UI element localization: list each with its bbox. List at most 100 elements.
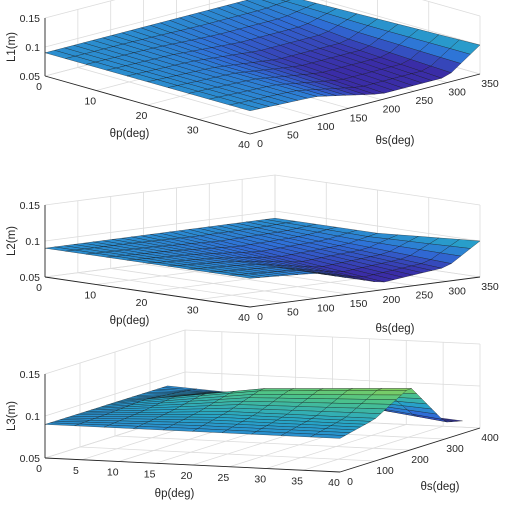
x-tick-label: 40 xyxy=(238,139,250,151)
grid-line xyxy=(44,371,481,417)
x-tick-label: 30 xyxy=(254,474,266,486)
surface-patch xyxy=(253,390,289,395)
z-tick-label: 0.05 xyxy=(20,71,41,83)
grid-line xyxy=(143,263,349,295)
surface xyxy=(44,385,463,439)
grid-line xyxy=(44,174,481,206)
y-tick-label: 300 xyxy=(448,87,466,99)
z-tick-label: 0.1 xyxy=(25,236,40,248)
y-tick-label: 0 xyxy=(257,138,263,150)
grid-line xyxy=(114,435,411,451)
surface-patch xyxy=(341,390,378,396)
surface-patch xyxy=(366,394,402,400)
chart-panel: 0.05 0.1 0.15 0 10 20 30 40 0 50 100 150 200 250 300 35… xyxy=(6,0,499,151)
x-axis-label: θp(deg) xyxy=(110,128,150,140)
y-tick-label: 150 xyxy=(350,298,368,310)
surface-patch xyxy=(188,414,224,418)
z-axis-label: L1(m) xyxy=(6,32,18,62)
x-tick-label: 0 xyxy=(36,81,42,93)
y-tick-label: 400 xyxy=(481,432,499,444)
chart-panel: 0.05 0.1 0.15 0 10 20 30 40 0 50 100 150 200 250 300 35… xyxy=(6,174,499,335)
surface-patch xyxy=(280,0,291,2)
surface xyxy=(44,0,481,111)
surface-patch xyxy=(277,394,314,399)
y-tick-label: 200 xyxy=(411,454,429,466)
y-tick-label: 150 xyxy=(350,112,368,124)
x-tick-label: 10 xyxy=(84,96,96,108)
y-tick-label: 250 xyxy=(416,95,434,107)
y-axis-line xyxy=(249,276,481,308)
axis-lines xyxy=(44,374,481,473)
surface-patch xyxy=(376,388,412,391)
surface-patch xyxy=(198,407,234,412)
surface-patch xyxy=(371,390,407,396)
y-tick-label: 100 xyxy=(317,302,335,314)
x-axis-line xyxy=(44,276,251,308)
surface-patch xyxy=(129,414,165,418)
x-tick-label: 40 xyxy=(238,312,250,324)
y-tick-label: 50 xyxy=(287,129,299,141)
x-axis-label: θp(deg) xyxy=(110,315,150,327)
surface-patch xyxy=(331,398,368,404)
y-tick-label: 100 xyxy=(376,465,394,477)
surface-patch xyxy=(158,414,194,418)
y-tick-label: 350 xyxy=(481,78,499,90)
z-tick-label: 0.05 xyxy=(20,272,41,284)
x-tick-label: 30 xyxy=(187,125,199,137)
z-tick-label: 0.15 xyxy=(20,200,41,212)
x-tick-label: 20 xyxy=(181,470,193,482)
y-axis-label: θs(deg) xyxy=(376,135,415,147)
grid-line xyxy=(79,446,376,462)
grid-line xyxy=(77,272,283,304)
x-tick-label: 5 xyxy=(73,465,79,477)
x-axis-line xyxy=(44,457,341,473)
x-tick-label: 10 xyxy=(107,467,119,479)
y-tick-label: 200 xyxy=(383,104,401,116)
x-tick-label: 30 xyxy=(187,305,199,317)
z-tick-label: 0.15 xyxy=(20,369,41,381)
grid-line xyxy=(110,268,316,299)
y-tick-label: 200 xyxy=(383,294,401,306)
y-tick-label: 0 xyxy=(257,311,263,323)
tick-labels: 0.05 0.1 0.15 0 10 20 30 40 0 50 100 150 200 250 300 35… xyxy=(20,13,499,151)
x-tick-label: 0 xyxy=(36,463,42,475)
surface-patch xyxy=(336,394,373,400)
x-tick-label: 20 xyxy=(136,110,148,122)
x-tick-label: 40 xyxy=(328,477,340,489)
z-axis-label: L2(m) xyxy=(6,226,18,256)
grid-line xyxy=(44,329,481,375)
surface-patch xyxy=(258,388,294,392)
surface-patch xyxy=(312,390,348,395)
surface-patch xyxy=(99,414,135,417)
y-tick-label: 350 xyxy=(481,281,499,293)
axis-lines xyxy=(44,205,481,308)
surface-patch xyxy=(193,411,229,415)
surface-patch xyxy=(317,388,353,391)
surface-patch xyxy=(307,394,343,400)
y-tick-label: 0 xyxy=(347,476,353,488)
surface-patch xyxy=(229,102,260,111)
x-tick-label: 35 xyxy=(291,475,303,487)
surface-patch xyxy=(282,390,319,395)
tick-labels: 0.05 0.1 0.15 0 10 20 30 40 0 50 100 150 200 250 300 35… xyxy=(20,200,499,324)
x-tick-label: 20 xyxy=(136,297,148,309)
z-tick-label: 0.15 xyxy=(20,13,41,25)
y-tick-label: 300 xyxy=(446,443,464,455)
axis-lines xyxy=(44,18,481,135)
surface-patch xyxy=(164,411,199,415)
chart-panel: 0.050.10.150 5 10 15 20 25 30 35 40 0100200300400… xyxy=(6,329,499,500)
y-axis-label: θs(deg) xyxy=(376,323,415,335)
z-axis-label: L3(m) xyxy=(6,401,18,431)
y-tick-label: 100 xyxy=(317,121,335,133)
x-tick-label: 15 xyxy=(144,468,156,480)
grid-line xyxy=(44,0,481,48)
surface-patch xyxy=(309,434,346,439)
surface-patch xyxy=(347,388,383,391)
surface-patch xyxy=(248,394,284,399)
surface-patch xyxy=(105,412,140,415)
surface-patch xyxy=(229,274,260,279)
z-tick-label: 0.1 xyxy=(25,411,40,423)
surface-patch xyxy=(75,412,111,415)
